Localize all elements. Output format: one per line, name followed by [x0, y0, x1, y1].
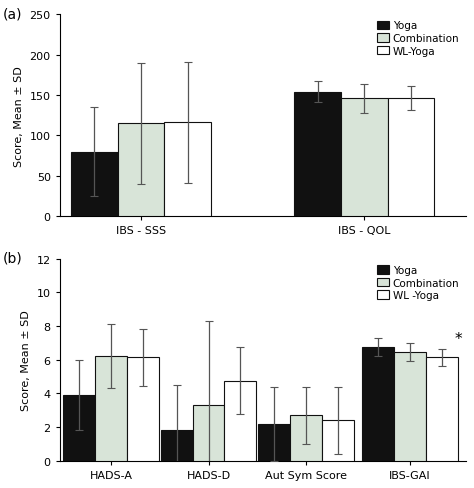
- Bar: [290, 415, 322, 461]
- Bar: [161, 430, 192, 461]
- Bar: [95, 357, 127, 461]
- Bar: [127, 357, 159, 461]
- Bar: [71, 152, 118, 217]
- Bar: [294, 93, 341, 217]
- Text: (a): (a): [3, 7, 22, 21]
- Bar: [362, 347, 394, 461]
- Bar: [63, 395, 95, 461]
- Bar: [426, 357, 458, 461]
- Text: (b): (b): [3, 251, 23, 265]
- Legend: Yoga, Combination, WL-Yoga: Yoga, Combination, WL-Yoga: [376, 20, 460, 58]
- Bar: [225, 381, 256, 461]
- Bar: [258, 425, 290, 461]
- Bar: [118, 124, 164, 217]
- Bar: [341, 99, 388, 217]
- Bar: [164, 123, 211, 217]
- Bar: [394, 352, 426, 461]
- Text: *: *: [455, 331, 463, 346]
- Legend: Yoga, Combination, WL -Yoga: Yoga, Combination, WL -Yoga: [376, 264, 460, 302]
- Bar: [388, 99, 434, 217]
- Bar: [322, 420, 354, 461]
- Y-axis label: Score, Mean ± SD: Score, Mean ± SD: [21, 310, 31, 410]
- Y-axis label: Score, Mean ± SD: Score, Mean ± SD: [14, 66, 24, 166]
- Bar: [192, 405, 225, 461]
